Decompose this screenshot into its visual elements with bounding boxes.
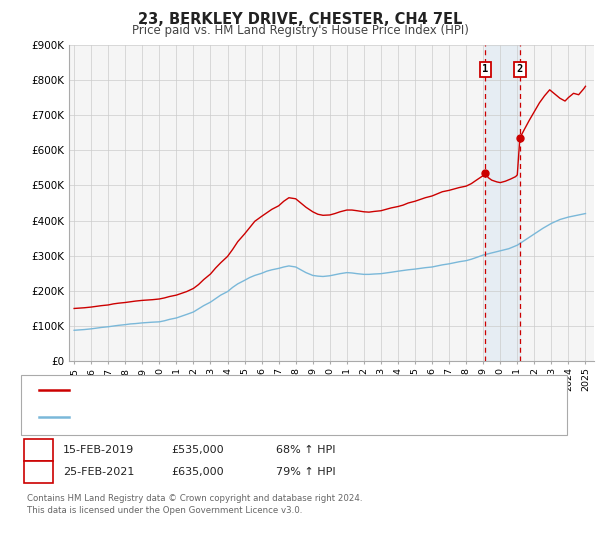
Text: 23, BERKLEY DRIVE, CHESTER, CH4 7EL: 23, BERKLEY DRIVE, CHESTER, CH4 7EL (138, 12, 462, 27)
Text: 1: 1 (35, 445, 42, 455)
Text: 2: 2 (517, 64, 523, 74)
Text: HPI: Average price, detached house, Cheshire West and Chester: HPI: Average price, detached house, Ches… (73, 412, 408, 422)
Text: 1: 1 (482, 64, 488, 74)
Bar (485, 45, 520, 361)
Text: £535,000: £535,000 (171, 445, 224, 455)
Text: 79% ↑ HPI: 79% ↑ HPI (276, 466, 335, 477)
Text: 68% ↑ HPI: 68% ↑ HPI (276, 445, 335, 455)
Text: 2: 2 (35, 466, 42, 477)
Text: 15-FEB-2019: 15-FEB-2019 (63, 445, 134, 455)
Text: £635,000: £635,000 (171, 466, 224, 477)
Text: 25-FEB-2021: 25-FEB-2021 (63, 466, 134, 477)
Text: 23, BERKLEY DRIVE, CHESTER,  CH4 7EL (detached house): 23, BERKLEY DRIVE, CHESTER, CH4 7EL (det… (73, 385, 377, 395)
Text: Contains HM Land Registry data © Crown copyright and database right 2024.
This d: Contains HM Land Registry data © Crown c… (27, 494, 362, 515)
Text: Price paid vs. HM Land Registry's House Price Index (HPI): Price paid vs. HM Land Registry's House … (131, 24, 469, 37)
